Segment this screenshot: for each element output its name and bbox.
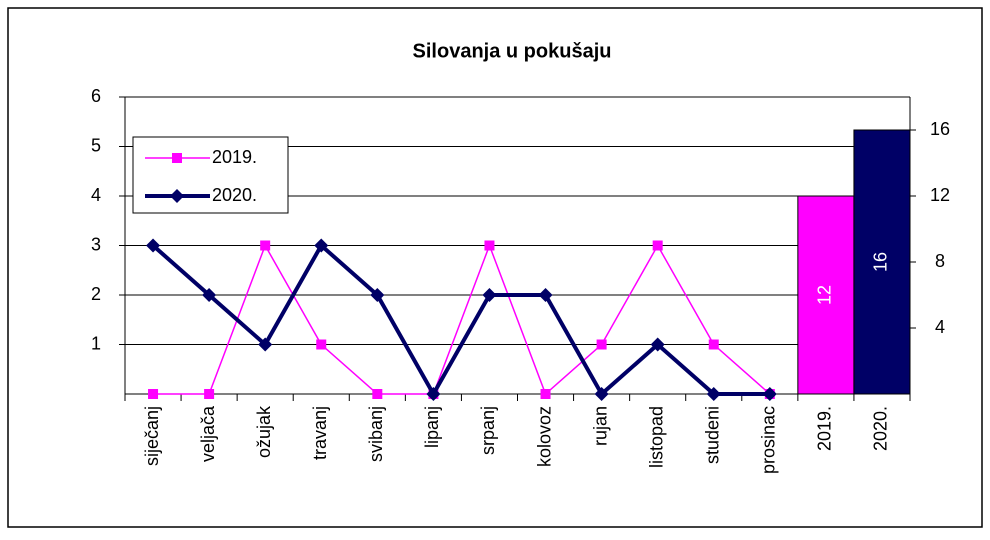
- marker: [426, 387, 441, 401]
- marker: [204, 389, 215, 399]
- y-tick-label: 1: [91, 333, 101, 353]
- marker: [594, 387, 609, 401]
- marker: [538, 288, 553, 302]
- y2-tick-label: 4: [935, 317, 945, 337]
- x-tick-label: ožujak: [254, 405, 274, 458]
- line: [151, 242, 770, 399]
- bar: [853, 129, 911, 395]
- chart-title: Silovanja u pokušaju: [413, 40, 612, 62]
- x-tick-label: kolovoz: [534, 406, 554, 467]
- legend-label: 2019.: [212, 147, 257, 167]
- bar: [797, 195, 855, 395]
- x-tick-label: lipanj: [422, 406, 442, 448]
- marker: [260, 240, 271, 251]
- x-tick-label: 2020.: [871, 406, 891, 451]
- x-tick-label: rujan: [590, 406, 610, 446]
- line: [153, 243, 771, 396]
- bar-value-label: 12: [815, 285, 835, 305]
- marker: [484, 240, 495, 251]
- y-tick-label: 2: [91, 284, 101, 304]
- marker: [202, 288, 217, 302]
- marker: [540, 389, 551, 399]
- marker: [316, 339, 327, 350]
- marker: [482, 288, 497, 302]
- marker: [146, 238, 161, 253]
- y2-tick-label: 12: [930, 185, 950, 205]
- marker: [148, 389, 159, 399]
- marker: [708, 339, 719, 350]
- y-tick-label: 4: [91, 185, 101, 205]
- x-tick-label: veljača: [198, 405, 218, 462]
- x-tick-label: studeni: [703, 406, 723, 464]
- x-tick-label: siječanj: [142, 406, 162, 466]
- y-tick-label: 3: [91, 234, 101, 254]
- marker: [370, 288, 385, 302]
- x-tick-label: listopad: [646, 406, 666, 468]
- y-tick-label: 5: [91, 135, 101, 155]
- y2-tick-label: 16: [930, 119, 950, 139]
- bar-value-label: 16: [871, 252, 891, 272]
- marker: [172, 153, 182, 163]
- marker: [650, 337, 665, 352]
- marker: [170, 189, 184, 203]
- marker: [314, 238, 329, 253]
- marker: [596, 339, 607, 350]
- y-tick-label: 6: [91, 86, 101, 106]
- y2-tick-label: 8: [935, 251, 945, 271]
- legend-label: 2020.: [212, 185, 257, 205]
- marker: [652, 240, 663, 251]
- x-tick-label: 2019.: [815, 406, 835, 451]
- marker: [258, 337, 273, 352]
- marker: [372, 389, 383, 399]
- legend-box: [132, 136, 289, 214]
- marker: [706, 387, 721, 401]
- x-tick-label: srpanj: [478, 406, 498, 455]
- x-tick-label: svibanj: [366, 406, 386, 462]
- x-tick-label: prosinac: [759, 406, 779, 474]
- x-tick-label: travanj: [310, 406, 330, 460]
- marker: [762, 387, 777, 401]
